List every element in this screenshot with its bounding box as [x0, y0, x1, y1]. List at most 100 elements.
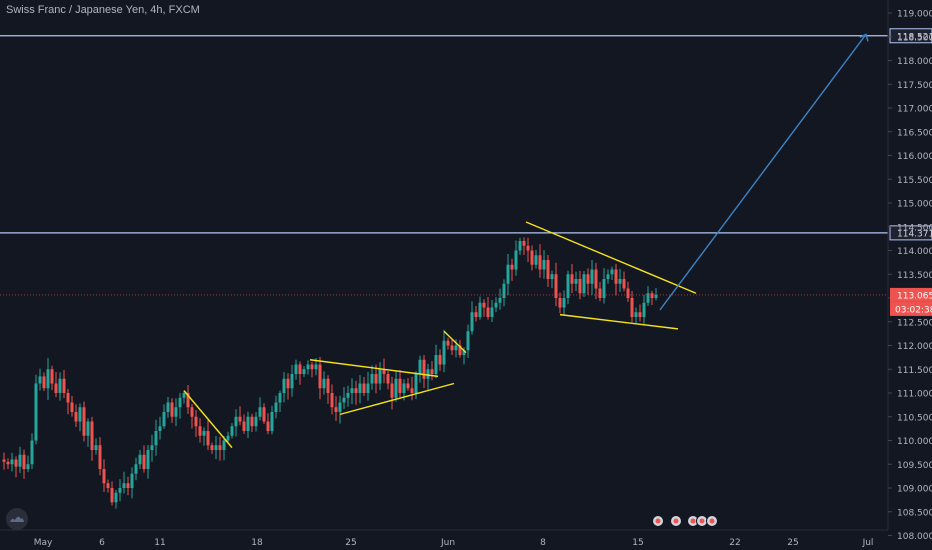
candle-up [414, 374, 418, 393]
time-tick-label: May [34, 538, 53, 548]
candle-down [510, 264, 514, 270]
price-tick-label: 115.000 [897, 200, 932, 210]
candle-up [370, 374, 374, 384]
candle-up [226, 435, 230, 441]
candle-up [462, 350, 466, 355]
candle-up [134, 464, 138, 474]
candle-up [542, 260, 546, 270]
candle-down [382, 369, 386, 374]
candle-down [526, 245, 530, 251]
candle-down [62, 378, 66, 393]
candle-down [598, 288, 602, 298]
candle-up [394, 378, 398, 398]
candle-up [602, 279, 606, 298]
chart-title: Swiss Franc / Japanese Yen, 4h, FXCM [6, 4, 200, 16]
candle-down [74, 412, 78, 422]
price-badge [890, 287, 932, 302]
candle-down [554, 274, 558, 298]
candle-up [346, 393, 350, 398]
candle-down [558, 298, 562, 308]
candle-down [398, 378, 402, 393]
price-tick-label: 108.500 [897, 508, 932, 518]
candle-up [246, 416, 250, 431]
trendline[interactable] [339, 382, 455, 416]
candle-up [426, 369, 430, 379]
candle-down [238, 416, 242, 422]
candle-down [2, 459, 6, 462]
candle-up [58, 378, 62, 393]
price-tick-label: 113.500 [897, 271, 932, 281]
candle-up [258, 407, 262, 417]
trendline[interactable] [443, 330, 467, 354]
price-tick-label: 112.500 [897, 318, 932, 328]
candle-down [90, 421, 94, 450]
candle-down [410, 388, 414, 393]
candle-up [26, 464, 30, 469]
candle-up [38, 376, 42, 384]
time-tick-label: 18 [251, 538, 263, 548]
candle-up [366, 383, 370, 393]
level-badge-label: 114.371 [897, 229, 932, 239]
price-tick-label: 111.500 [897, 366, 932, 376]
tradingview-logo-icon[interactable] [6, 508, 28, 530]
candle-up [34, 383, 38, 441]
candle-up [302, 369, 306, 374]
candle-down [170, 402, 174, 417]
candle-down [210, 445, 214, 450]
candle-up [566, 274, 570, 298]
time-tick-label: 15 [632, 538, 643, 548]
candle-down [362, 383, 366, 393]
time-axis[interactable]: May 6 11 18 25 Jun 8 15 22 25 Jul [0, 529, 888, 548]
candle-up [478, 302, 482, 317]
candle-up [174, 407, 178, 417]
candle-down [446, 340, 450, 346]
candle-up [162, 412, 166, 427]
candle-down [186, 393, 190, 408]
candle-down [6, 461, 10, 465]
candle-down [622, 279, 626, 289]
candle-up [130, 473, 134, 488]
trendline[interactable] [309, 359, 439, 378]
candle-down [98, 445, 102, 469]
candle-up [178, 397, 182, 408]
candle-up [590, 269, 594, 284]
candle-up [94, 445, 98, 450]
candle-up [654, 294, 658, 298]
trendline[interactable] [525, 221, 697, 294]
candle-down [570, 274, 574, 284]
candle-down [22, 454, 26, 469]
candle-down [218, 445, 222, 450]
candle-up [434, 355, 438, 374]
candle-down [70, 402, 74, 412]
candle-up [490, 307, 494, 317]
candle-down [106, 483, 110, 488]
candle-up [278, 393, 282, 403]
candle-up [122, 483, 126, 488]
drawings[interactable]: 118.521 114.371 [0, 28, 932, 449]
trendline[interactable] [183, 390, 233, 449]
candle-down [142, 454, 146, 469]
candle-down [66, 393, 70, 403]
candle-up [114, 492, 118, 503]
candle-up [350, 388, 354, 393]
price-tick-label: 117.000 [897, 105, 932, 115]
candle-down [522, 241, 526, 246]
candle-up [306, 364, 310, 370]
event-marker-dot [709, 518, 715, 524]
candle-down [386, 374, 390, 384]
level-badge-label: 118.521 [897, 32, 932, 42]
price-tick-label: 110.500 [897, 413, 932, 423]
candle-down [14, 459, 18, 467]
candle-down [102, 469, 106, 484]
candle-down [326, 378, 330, 393]
price-tick-label: 109.500 [897, 461, 932, 471]
event-markers[interactable] [652, 515, 718, 527]
countdown-badge-label: 03:02:38 [895, 305, 932, 315]
projection-arrow-line[interactable] [659, 33, 867, 311]
trendline[interactable] [559, 313, 679, 330]
candle-up [222, 440, 226, 450]
candle-down [50, 369, 54, 384]
candle-up [582, 274, 586, 294]
candle-up [646, 293, 650, 303]
